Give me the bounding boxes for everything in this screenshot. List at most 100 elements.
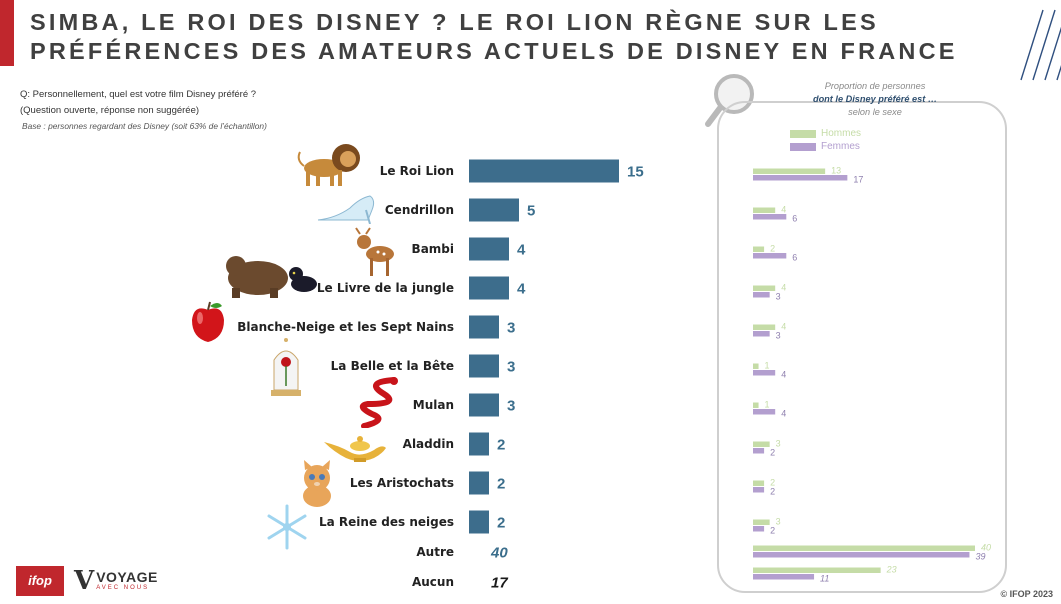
bar-hommes bbox=[753, 207, 776, 213]
bear-panther-icon bbox=[226, 256, 317, 298]
panel-title-line3: selon le sexe bbox=[848, 107, 902, 117]
category-label: Blanche-Neige et les Sept Nains bbox=[237, 320, 454, 334]
value-label-hommes: 2 bbox=[770, 478, 775, 488]
bar-hommes bbox=[753, 519, 770, 525]
legend-swatch-femmes bbox=[790, 142, 816, 151]
fawn-icon bbox=[355, 227, 394, 276]
bar bbox=[469, 159, 619, 183]
page-title: SIMBA, LE ROI DES DISNEY ? LE ROI LION R… bbox=[30, 9, 958, 64]
bar-femmes bbox=[753, 574, 815, 580]
lion-icon bbox=[297, 144, 360, 186]
value-label-hommes: 1 bbox=[765, 361, 770, 371]
value-label-femmes: 11 bbox=[820, 574, 829, 584]
value-label: 2 bbox=[497, 476, 505, 493]
bar bbox=[469, 237, 509, 261]
value-label-femmes: 4 bbox=[781, 409, 786, 419]
category-label: Autre bbox=[416, 545, 454, 559]
bar bbox=[469, 198, 519, 222]
value-label-femmes: 2 bbox=[770, 487, 775, 497]
bar-hommes bbox=[753, 567, 881, 573]
category-label: Le Roi Lion bbox=[380, 164, 454, 178]
bar bbox=[469, 432, 489, 456]
question-line: Q: Personnellement, quel est votre film … bbox=[20, 89, 257, 100]
dragon-icon bbox=[359, 377, 398, 428]
glass-slipper-icon bbox=[317, 195, 375, 224]
value-label-hommes: 13 bbox=[831, 166, 841, 176]
value-label-hommes: 3 bbox=[776, 517, 781, 527]
voyage-logo: V VOYAGE AVEC NOUS bbox=[74, 566, 158, 596]
value-label-hommes: 23 bbox=[886, 565, 897, 575]
category-label: Aucun bbox=[412, 575, 454, 589]
legend-label-hommes: Hommes bbox=[821, 128, 862, 139]
legend-item-femmes: Femmes bbox=[790, 140, 861, 153]
category-label: Cendrillon bbox=[385, 203, 454, 217]
value-label-hommes: 40 bbox=[981, 543, 991, 553]
value-label-femmes: 6 bbox=[792, 214, 797, 224]
bar-femmes bbox=[753, 292, 770, 298]
question-text: Q: Personnellement, quel est votre film … bbox=[20, 87, 256, 119]
rose-dome-icon bbox=[271, 338, 301, 396]
category-label: Aladdin bbox=[403, 437, 454, 451]
value-label-femmes: 2 bbox=[770, 526, 775, 536]
category-label: La Reine des neiges bbox=[319, 515, 454, 529]
bar-hommes bbox=[753, 246, 765, 252]
panel-title-line1: Proportion de personnes bbox=[824, 81, 926, 91]
bar-femmes bbox=[753, 175, 848, 181]
panel-title-line2: dont le Disney préféré est … bbox=[812, 94, 938, 104]
bar bbox=[469, 276, 509, 300]
value-label-femmes: 2 bbox=[770, 448, 775, 458]
value-label: 5 bbox=[527, 203, 535, 220]
value-label-hommes: 4 bbox=[781, 322, 786, 332]
value-label: 15 bbox=[627, 164, 644, 181]
legend-label-femmes: Femmes bbox=[821, 141, 860, 152]
value-label-hommes: 4 bbox=[781, 283, 786, 293]
value-label: 17 bbox=[491, 575, 508, 592]
question-note: (Question ouverte, réponse non suggérée) bbox=[20, 105, 200, 116]
value-label-femmes: 3 bbox=[776, 331, 781, 341]
value-label-hommes: 3 bbox=[776, 439, 781, 449]
title-accent-bar bbox=[0, 0, 14, 66]
bar-femmes bbox=[753, 253, 787, 259]
panel-title: Proportion de personnes dont le Disney p… bbox=[770, 80, 980, 119]
bar-hommes bbox=[753, 480, 765, 486]
value-label: 3 bbox=[507, 359, 515, 376]
value-label-femmes: 6 bbox=[792, 253, 797, 263]
snowflake-icon bbox=[267, 504, 307, 550]
bar-hommes bbox=[753, 402, 759, 408]
value-label-femmes: 4 bbox=[781, 370, 786, 380]
value-label: 40 bbox=[490, 545, 508, 562]
legend-swatch-hommes bbox=[790, 129, 816, 138]
category-label: Les Aristochats bbox=[350, 476, 454, 490]
sex-breakdown-panel bbox=[717, 101, 1007, 593]
voyage-logo-text: VOYAGE bbox=[96, 569, 158, 585]
voyage-logo-mark: V bbox=[74, 566, 95, 596]
bar-femmes bbox=[753, 370, 776, 376]
category-label: Le Livre de la jungle bbox=[317, 281, 454, 295]
bar-femmes bbox=[753, 448, 765, 454]
bar bbox=[469, 393, 499, 417]
copyright: © IFOP 2023 bbox=[1000, 589, 1054, 599]
apple-icon bbox=[192, 301, 224, 342]
value-label-hommes: 1 bbox=[765, 400, 770, 410]
value-label-hommes: 4 bbox=[781, 205, 786, 215]
value-label: 2 bbox=[497, 437, 505, 454]
bar-femmes bbox=[753, 487, 765, 493]
value-label: 3 bbox=[507, 320, 515, 337]
bar bbox=[469, 471, 489, 495]
bar bbox=[469, 315, 499, 339]
bar-hommes bbox=[753, 168, 826, 174]
category-label: Bambi bbox=[412, 242, 454, 256]
bar-hommes bbox=[753, 285, 776, 291]
bar-hommes bbox=[753, 324, 776, 330]
bar-femmes bbox=[753, 214, 787, 220]
bar-femmes bbox=[753, 526, 765, 532]
bar-hommes bbox=[753, 363, 759, 369]
bar-hommes bbox=[753, 441, 770, 447]
magic-lamp-icon bbox=[324, 436, 386, 462]
base-note: Base : personnes regardant des Disney (s… bbox=[22, 121, 267, 131]
value-label: 3 bbox=[507, 398, 515, 415]
value-label-femmes: 3 bbox=[776, 292, 781, 302]
bar-femmes bbox=[753, 331, 770, 337]
legend-item-hommes: Hommes bbox=[790, 127, 861, 140]
